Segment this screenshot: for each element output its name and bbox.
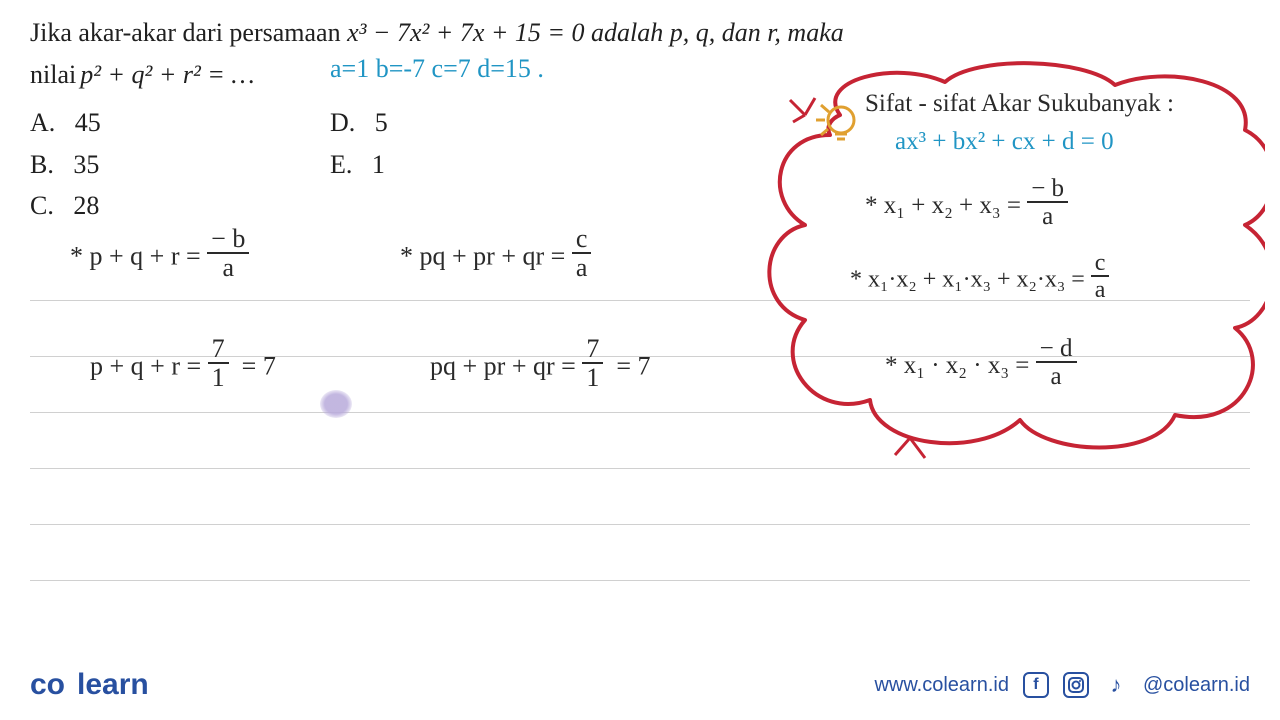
question-line-1: Jika akar-akar dari persamaan x³ − 7x² +… — [30, 18, 1250, 48]
cursor-highlight — [320, 390, 352, 418]
rule-line — [30, 468, 1250, 469]
sum-label: * p + q + r = — [70, 241, 201, 270]
vieta-3: * x₁ · x₂ · x₃ = − da — [885, 340, 1077, 395]
vieta-2: * x₁·x₂ + x₁·x₃ + x₂·x₃ = ca — [850, 255, 1109, 307]
option-e: E. 1 — [330, 144, 630, 186]
option-c: C. 28 — [30, 185, 330, 227]
prodsum-label: * pq + pr + qr = — [400, 241, 565, 270]
coefficient-annotation: a=1 b=-7 c=7 d=15 . — [330, 54, 544, 84]
footer-url: www.colearn.id — [874, 674, 1009, 697]
vieta-1: * x₁ + x₂ + x₃ = − ba — [865, 180, 1068, 235]
bubble-title: Sifat - sifat Akar Sukubanyak : — [865, 90, 1174, 118]
option-d: D. 5 — [330, 102, 630, 144]
brand-logo: colearn — [30, 668, 149, 702]
instagram-icon — [1063, 672, 1089, 698]
option-b: B. 35 — [30, 144, 330, 186]
bubble-general: ax³ + bx² + cx + d = 0 — [895, 128, 1114, 156]
q-equation: x³ − 7x² + 7x + 15 = 0 — [347, 18, 584, 47]
sum-eval-frac: 7 1 — [208, 336, 229, 393]
option-a: A. 45 — [30, 102, 330, 144]
q-pre: Jika akar-akar dari persamaan — [30, 18, 347, 47]
q-line2-pre: nilai — [30, 60, 76, 90]
sum-frac: − b a — [207, 226, 249, 283]
q-post: adalah p, q, dan r, maka — [591, 18, 844, 47]
sum-eval: p + q + r = — [90, 351, 201, 380]
prodsum-frac: c a — [572, 226, 592, 283]
prodsum-eval: pq + pr + qr = — [430, 351, 576, 380]
vieta-bubble: Sifat - sifat Akar Sukubanyak : ax³ + bx… — [745, 60, 1265, 460]
prodsum-eval-frac: 7 1 — [582, 336, 603, 393]
prodsum-eval-res: = 7 — [616, 351, 650, 380]
footer-handle: @colearn.id — [1143, 674, 1250, 697]
sum-eval-res: = 7 — [242, 351, 276, 380]
footer: colearn www.colearn.id f ♪ @colearn.id — [0, 668, 1280, 702]
facebook-icon: f — [1023, 672, 1049, 698]
q-target: p² + q² + r² = … — [80, 60, 254, 90]
tiktok-icon: ♪ — [1103, 672, 1129, 698]
rule-line — [30, 524, 1250, 525]
lightbulb-icon — [813, 90, 861, 145]
rule-line — [30, 580, 1250, 581]
